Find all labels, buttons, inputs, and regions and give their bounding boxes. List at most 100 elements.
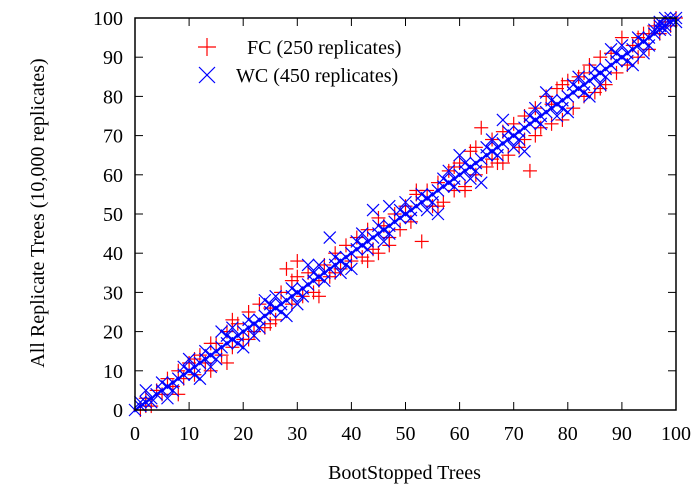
wc-data-point: [555, 101, 569, 115]
wc-data-point: [334, 254, 348, 268]
wc-data-point: [507, 140, 521, 154]
y-tick-label: 20: [103, 322, 123, 344]
wc-data-point: [539, 105, 553, 119]
wc-data-point: [366, 203, 380, 217]
wc-data-point: [312, 258, 326, 272]
fc-data-point: [555, 77, 570, 92]
fc-data-point: [252, 297, 267, 312]
wc-data-point: [447, 180, 461, 193]
wc-data-point: [647, 23, 661, 37]
wc-data-point: [626, 58, 640, 72]
x-tick-label: 60: [450, 423, 470, 445]
wc-data-point: [620, 54, 634, 68]
wc-data-point: [269, 301, 283, 315]
fc-data-point: [241, 332, 256, 347]
y-tick-label: 10: [103, 361, 123, 383]
wc-data-point: [393, 203, 407, 217]
fc-data-point: [338, 238, 353, 253]
wc-data-point: [204, 360, 218, 374]
legend-fc-label: FC (250 replicates): [247, 37, 401, 59]
fc-data-point: [241, 305, 256, 319]
x-tick-label: 80: [558, 423, 578, 445]
fc-data-point: [447, 159, 462, 174]
wc-data-point: [323, 262, 337, 276]
x-tick-label: 10: [179, 423, 199, 445]
wc-data-point: [485, 144, 499, 158]
fc-data-point: [306, 285, 321, 300]
wc-data-point: [442, 164, 456, 178]
fc-data-point: [225, 340, 240, 355]
wc-data-point: [496, 137, 510, 150]
fc-data-point: [593, 50, 608, 65]
wc-data-point: [474, 152, 488, 166]
x-tick-label: 50: [396, 423, 416, 445]
fc-data-point: [436, 195, 451, 210]
wc-data-point: [133, 395, 147, 409]
wc-data-point: [637, 35, 650, 48]
plot-frame: [134, 17, 677, 411]
y-tick-label: 80: [103, 86, 123, 108]
wc-data-point: [193, 372, 207, 386]
wc-data-point: [561, 89, 575, 103]
wc-data-point: [442, 176, 456, 190]
fc-data-point: [485, 152, 500, 167]
wc-data-point: [188, 368, 201, 382]
legend-fc-plus-marker: [198, 38, 216, 56]
wc-data-point: [328, 250, 342, 264]
fc-data-point: [225, 312, 240, 327]
legend-wc-label: WC (450 replicates): [236, 65, 398, 87]
wc-data-point: [615, 39, 629, 52]
x-tick-label: 20: [233, 423, 253, 445]
wc-data-point: [350, 235, 364, 248]
wc-data-point: [182, 352, 196, 366]
fc-data-point: [458, 183, 473, 198]
y-tick-label: 70: [103, 126, 123, 148]
wc-data-point: [458, 156, 472, 170]
x-tick-label: 30: [287, 423, 307, 445]
fc-data-point: [409, 183, 424, 198]
wc-data-point: [296, 289, 310, 303]
wc-data-point: [198, 344, 212, 358]
y-tick-label: 40: [103, 243, 123, 265]
wc-data-point: [399, 195, 412, 209]
wc-data-point: [534, 117, 548, 131]
wc-data-point: [144, 391, 158, 405]
fc-data-point: [344, 254, 359, 269]
fc-data-point: [479, 159, 494, 174]
wc-data-point: [290, 285, 304, 299]
wc-data-point: [409, 199, 423, 213]
fc-data-point: [290, 269, 305, 284]
wc-data-point: [231, 336, 245, 350]
fc-data-point: [171, 387, 186, 402]
wc-data-point: [280, 309, 293, 323]
wc-data-point: [604, 42, 618, 56]
fc-data-point: [274, 285, 289, 300]
wc-data-point: [339, 258, 353, 272]
wc-data-point: [469, 164, 483, 178]
wc-data-point: [593, 78, 607, 92]
wc-data-point: [247, 317, 261, 331]
wc-data-point: [215, 340, 228, 354]
wc-data-point: [583, 89, 596, 103]
y-tick-label: 60: [103, 165, 123, 187]
fc-data-point: [382, 238, 397, 253]
wc-data-point: [518, 121, 531, 135]
wc-data-point: [215, 325, 228, 339]
fc-data-point: [560, 73, 575, 88]
data-points: [128, 11, 683, 417]
x-tick-label: 70: [504, 423, 524, 445]
fc-data-point: [544, 116, 559, 131]
wc-data-point: [426, 195, 439, 209]
wc-data-point: [193, 356, 207, 370]
fc-data-point: [263, 316, 278, 331]
wc-data-point: [566, 78, 580, 92]
wc-data-point: [382, 199, 396, 213]
fc-data-point: [463, 144, 478, 159]
fc-data-point: [582, 58, 597, 73]
wc-data-point: [274, 305, 288, 319]
y-tick-label: 100: [93, 8, 123, 30]
wc-data-point: [491, 148, 504, 162]
wc-data-point: [431, 207, 445, 221]
wc-data-point: [501, 125, 515, 139]
fc-data-point: [631, 50, 646, 65]
